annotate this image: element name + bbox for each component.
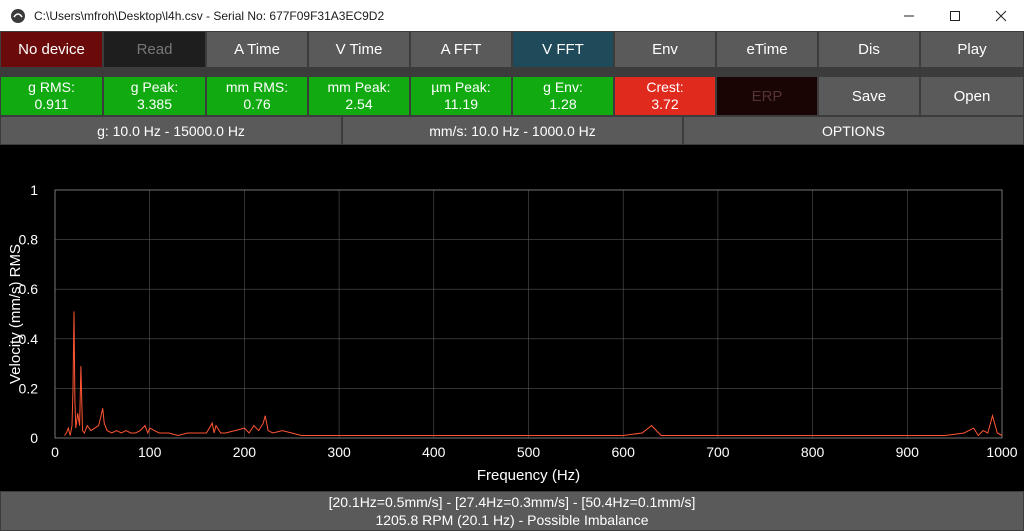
app-icon <box>11 8 25 23</box>
title-bar: C:\Users\mfroh\Desktop\l4h.csv - Serial … <box>0 0 1024 31</box>
stat-label: mm RMS: <box>225 79 289 95</box>
no-device-button[interactable]: No device <box>0 31 103 68</box>
um-peak-stat: µm Peak: 11.19 <box>410 76 512 116</box>
stat-label: g RMS: <box>28 79 75 95</box>
x-axis-label: Frequency (Hz) <box>477 467 580 484</box>
x-tick-label: 600 <box>612 444 636 460</box>
options-button[interactable]: OPTIONS <box>683 116 1024 145</box>
maximize-icon <box>950 10 960 21</box>
v-time-button[interactable]: V Time <box>308 31 410 68</box>
status-bar: [20.1Hz=0.5mm/s] - [27.4Hz=0.3mm/s] - [5… <box>0 491 1024 531</box>
env-button[interactable]: Env <box>614 31 716 68</box>
x-tick-label: 100 <box>138 444 162 460</box>
close-icon <box>995 10 1007 21</box>
etime-button[interactable]: eTime <box>716 31 818 68</box>
y-tick-label: 0.2 <box>19 380 39 396</box>
mm-filter-button[interactable]: mm/s: 10.0 Hz - 1000.0 Hz <box>342 116 683 145</box>
window-title: C:\Users\mfroh\Desktop\l4h.csv - Serial … <box>34 8 385 23</box>
read-button[interactable]: Read <box>103 31 206 68</box>
plot-frame <box>54 189 1003 439</box>
stat-label: Crest: <box>646 79 684 95</box>
g-rms-stat: g RMS: 0.911 <box>0 76 103 116</box>
stat-value: 11.19 <box>444 96 478 112</box>
y-axis-label: Velocity (mm/s) RMS <box>7 244 24 384</box>
diagnosis-readout: 1205.8 RPM (20.1 Hz) - Possible Imbalanc… <box>375 512 649 528</box>
stat-label: g Env: <box>543 79 583 95</box>
peaks-readout: [20.1Hz=0.5mm/s] - [27.4Hz=0.3mm/s] - [5… <box>328 494 696 510</box>
g-peak-stat: g Peak: 3.385 <box>103 76 206 116</box>
y-tick-label: 0.4 <box>19 331 39 347</box>
close-button[interactable] <box>978 0 1024 31</box>
stat-label: g Peak: <box>130 79 179 95</box>
velocity-fft-chart: 0 100 200 300 400 500 600 700 800 900 1000 0 0.2 0.4 0… <box>7 182 1018 484</box>
erp-button[interactable]: ERP <box>716 76 818 116</box>
x-tick-label: 800 <box>801 444 825 460</box>
y-tick-label: 1 <box>30 182 38 198</box>
y-tick-label: 0 <box>30 430 38 446</box>
open-button[interactable]: Open <box>920 76 1024 116</box>
velocity-spectrum-line <box>64 311 1003 437</box>
a-time-button[interactable]: A Time <box>206 31 308 68</box>
fft-plot-area[interactable]: 0 100 200 300 400 500 600 700 800 900 1000 0 0.2 0.4 0… <box>0 145 1024 491</box>
v-fft-button[interactable]: V FFT <box>512 31 614 68</box>
stat-value: 0.76 <box>243 96 271 112</box>
mm-rms-stat: mm RMS: 0.76 <box>206 76 308 116</box>
minimize-icon <box>904 15 914 16</box>
crest-stat: Crest: 3.72 <box>614 76 716 116</box>
minimize-button[interactable] <box>886 0 932 31</box>
maximize-button[interactable] <box>932 0 978 31</box>
stat-value: 3.72 <box>651 96 679 112</box>
x-tick-label: 0 <box>51 444 59 460</box>
app-body: No device Read A Time V Time A FFT V FFT… <box>0 31 1024 531</box>
dis-button[interactable]: Dis <box>818 31 920 68</box>
x-tick-label: 500 <box>517 444 541 460</box>
stat-value: 3.385 <box>136 96 173 112</box>
play-button[interactable]: Play <box>920 31 1024 68</box>
stat-label: mm Peak: <box>327 79 391 95</box>
y-tick-label: 0.6 <box>19 281 39 297</box>
x-tick-label: 300 <box>327 444 351 460</box>
mm-peak-stat: mm Peak: 2.54 <box>308 76 410 116</box>
save-button[interactable]: Save <box>818 76 920 116</box>
x-tick-label: 900 <box>896 444 920 460</box>
g-env-stat: g Env: 1.28 <box>512 76 614 116</box>
x-tick-label: 700 <box>706 444 730 460</box>
stat-value: 1.28 <box>549 96 577 112</box>
a-fft-button[interactable]: A FFT <box>410 31 512 68</box>
x-tick-label: 400 <box>422 444 446 460</box>
x-tick-label: 1000 <box>986 444 1017 460</box>
stat-label: µm Peak: <box>431 79 491 95</box>
stat-value: 2.54 <box>345 96 373 112</box>
stat-value: 0.911 <box>34 96 69 112</box>
x-tick-label: 200 <box>233 444 257 460</box>
g-filter-button[interactable]: g: 10.0 Hz - 15000.0 Hz <box>0 116 342 145</box>
y-tick-label: 0.8 <box>19 232 39 248</box>
